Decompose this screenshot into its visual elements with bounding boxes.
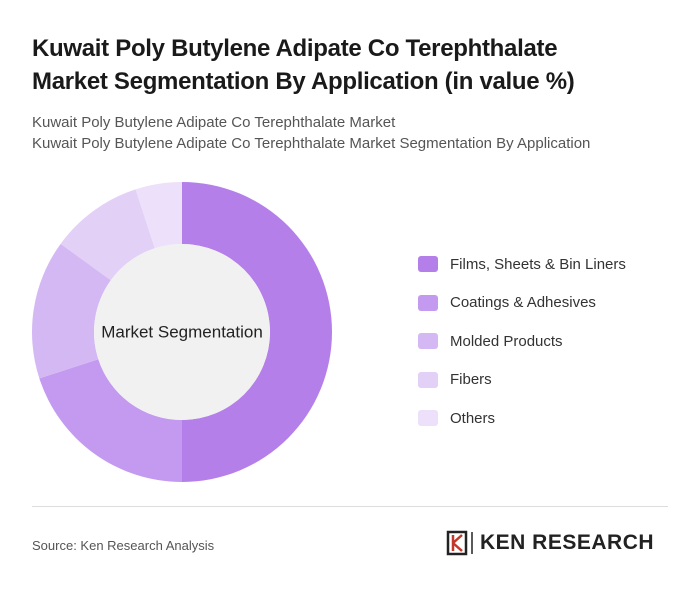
legend-label: Films, Sheets & Bin Liners	[450, 255, 626, 273]
legend-label: Coatings & Adhesives	[450, 294, 596, 312]
donut-slice	[60, 189, 155, 281]
donut-center	[94, 244, 270, 420]
legend-item: Fibers	[418, 361, 626, 400]
legend-item: Molded Products	[418, 322, 626, 361]
chart-title: Kuwait Poly Butylene Adipate Co Terephth…	[32, 35, 575, 95]
source: Source: Ken Research Analysis	[32, 538, 215, 553]
legend-item: Films, Sheets & Bin Liners	[418, 245, 626, 284]
subtitle: Kuwait Poly Butylene Adipate Co Terephth…	[32, 114, 396, 131]
legend-label: Fibers	[450, 371, 492, 389]
legend-swatch	[418, 294, 438, 311]
legend-item: Coatings & Adhesives	[418, 284, 626, 323]
legend-label: Molded Products	[450, 332, 563, 350]
subtitle: Kuwait Poly Butylene Adipate Co Terephth…	[32, 135, 591, 152]
legend: Films, Sheets & Bin Liners Coatings & Adh…	[418, 245, 626, 438]
logo-text: KEN RESEARCH	[480, 531, 655, 554]
legend-label: Others	[450, 409, 496, 427]
donut-slice	[39, 359, 182, 482]
legend-swatch	[418, 410, 438, 427]
legend-item: Others	[418, 399, 626, 438]
legend-swatch	[418, 256, 438, 273]
donut-slice	[182, 182, 332, 482]
donut-slice	[135, 182, 182, 249]
donut-slice	[32, 243, 111, 379]
legend-swatch	[418, 333, 438, 350]
logo-icon	[446, 530, 473, 556]
legend-swatch	[418, 371, 438, 388]
divider	[32, 506, 668, 507]
center-label: Market Segmentation	[101, 322, 263, 341]
